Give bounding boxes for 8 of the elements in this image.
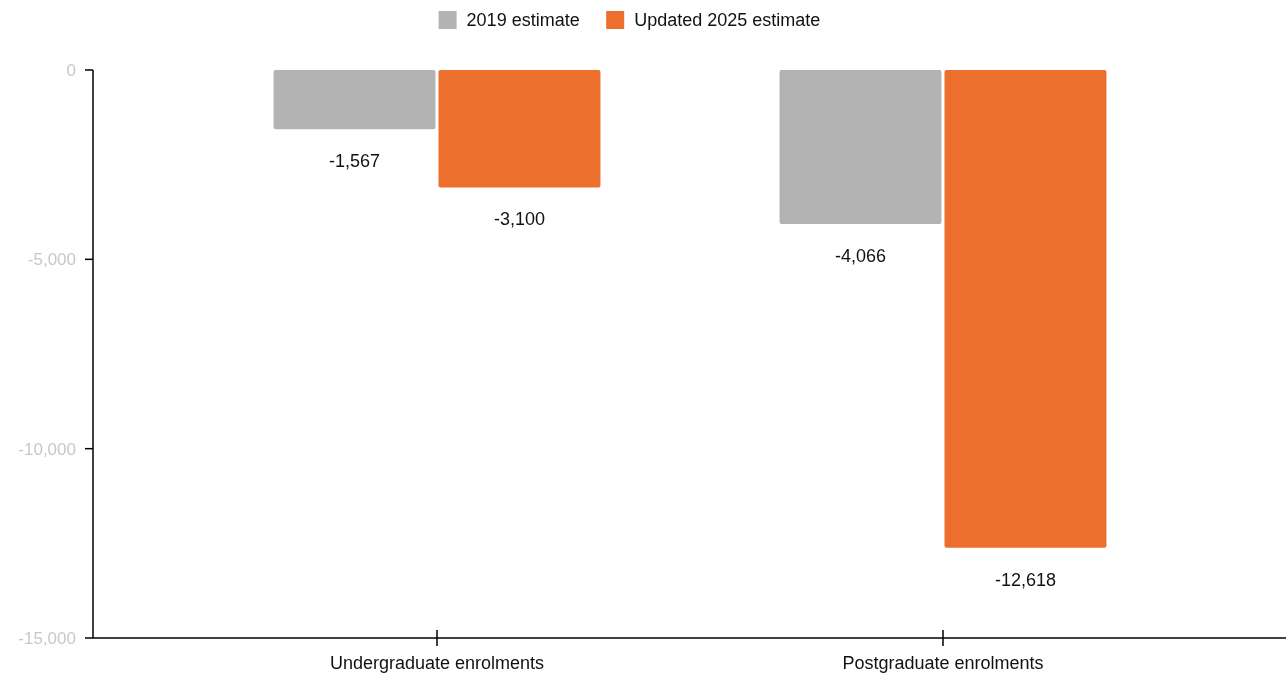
legend-label: 2019 estimate <box>466 10 580 31</box>
data-label: -3,100 <box>493 209 545 230</box>
x-tick-label: Postgraduate enrolments <box>842 653 1044 673</box>
data-label: -1,567 <box>329 151 381 172</box>
legend-label: Updated 2025 estimate <box>634 10 821 31</box>
data-label: -4,066 <box>835 245 887 266</box>
x-tick-label: Undergraduate enrolments <box>329 653 545 673</box>
data-label: -12,618 <box>994 569 1056 590</box>
